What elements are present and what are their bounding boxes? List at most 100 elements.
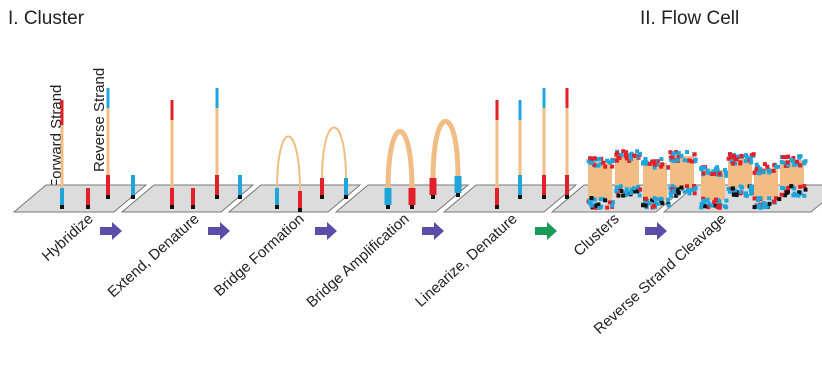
- cluster-dot: [652, 204, 656, 208]
- cluster-dot: [803, 159, 807, 163]
- cluster-dot: [690, 160, 694, 164]
- cluster-dot: [803, 188, 807, 192]
- cluster-dot: [659, 165, 663, 169]
- cluster-dot: [749, 156, 753, 160]
- cluster-dot: [690, 188, 694, 192]
- cluster-dot: [683, 158, 687, 162]
- cluster-dot: [659, 197, 663, 201]
- cluster-dot: [659, 157, 663, 161]
- cluster-dot: [641, 203, 645, 207]
- cluster-dot: [589, 161, 593, 165]
- cluster-dot: [672, 159, 676, 163]
- strand-label: Reverse Strand: [91, 68, 108, 172]
- cluster-dot: [798, 163, 802, 167]
- cluster-dot: [728, 190, 732, 194]
- cluster-dot: [694, 186, 698, 190]
- cluster-dot: [699, 205, 703, 209]
- anchor: [386, 205, 390, 209]
- cluster-dot: [762, 201, 766, 205]
- cluster-dot: [772, 200, 776, 204]
- cluster-dot: [786, 160, 790, 164]
- arrow: [535, 222, 557, 240]
- cluster-dot: [596, 164, 600, 168]
- step-label: Bridge Amplification: [303, 210, 412, 311]
- cluster-dot: [717, 172, 721, 176]
- cluster-dot: [789, 184, 793, 188]
- arrow: [645, 222, 667, 240]
- cluster-dot: [767, 196, 771, 200]
- cluster-dot: [677, 191, 681, 195]
- cluster-dot: [621, 149, 625, 153]
- cluster-dot: [677, 151, 681, 155]
- heading: II. Flow Cell: [640, 8, 739, 29]
- cluster-dot: [589, 200, 593, 204]
- cluster-dot: [781, 186, 785, 190]
- bridge: [433, 121, 458, 180]
- cluster-dot: [786, 190, 790, 194]
- anchor: [238, 195, 242, 199]
- cluster-dot: [616, 156, 620, 160]
- bridge: [322, 128, 346, 181]
- cluster-dot: [685, 150, 689, 154]
- step-label: Bridge Formation: [211, 210, 308, 300]
- cluster-dot: [688, 191, 692, 195]
- cluster-dot: [683, 190, 687, 194]
- cluster-dot: [740, 185, 744, 189]
- cluster-dot: [738, 190, 742, 194]
- cluster-dot: [615, 185, 619, 189]
- anchor: [456, 193, 460, 197]
- cluster-dot: [638, 193, 642, 197]
- cluster-dot: [780, 193, 784, 197]
- cluster-dot: [762, 170, 766, 174]
- cluster-dot: [758, 167, 762, 171]
- cluster-dot: [597, 157, 601, 161]
- cluster-dot: [610, 203, 614, 207]
- anchor: [344, 195, 348, 199]
- cluster-dot: [672, 189, 676, 193]
- cluster-dot: [629, 157, 633, 161]
- arrow: [315, 222, 337, 240]
- cluster-dot: [758, 196, 762, 200]
- cluster-dot: [795, 160, 799, 164]
- cluster-dot: [615, 151, 619, 155]
- cluster-dot: [712, 172, 716, 176]
- cluster-dot: [757, 171, 761, 175]
- cluster-dot: [706, 168, 710, 172]
- cluster-dot: [603, 198, 607, 202]
- anchor: [106, 195, 110, 199]
- cluster-dot: [700, 167, 704, 171]
- cluster-dot: [744, 191, 748, 195]
- anchor: [86, 205, 90, 209]
- cluster-dot: [648, 162, 652, 166]
- cluster-dot: [802, 194, 806, 198]
- cluster-dot: [644, 197, 648, 201]
- step-label: Linearize, Denature: [412, 210, 521, 310]
- cluster-dot: [700, 202, 704, 206]
- cluster-dot: [590, 196, 594, 200]
- cluster-dot: [757, 204, 761, 208]
- cluster-dot: [755, 167, 759, 171]
- cluster-dot: [703, 204, 707, 208]
- anchor: [60, 205, 64, 209]
- cluster-dot: [653, 196, 657, 200]
- cluster-dot: [753, 205, 757, 209]
- cluster-dot: [605, 159, 609, 163]
- cluster-dot: [685, 184, 689, 188]
- cluster-dot: [707, 201, 711, 205]
- cluster-dot: [648, 201, 652, 205]
- anchor: [298, 208, 302, 212]
- cluster-dot: [752, 152, 756, 156]
- anchor: [542, 195, 546, 199]
- anchor: [565, 195, 569, 199]
- cluster-dot: [738, 160, 742, 164]
- cluster-dot: [723, 168, 727, 172]
- anchor: [191, 205, 195, 209]
- anchor: [215, 195, 219, 199]
- anchor: [431, 195, 435, 199]
- step-label: Hybridize: [39, 210, 97, 264]
- cluster-dot: [601, 161, 605, 165]
- cluster-dot: [744, 153, 748, 157]
- anchor: [170, 205, 174, 209]
- strands: [60, 88, 807, 212]
